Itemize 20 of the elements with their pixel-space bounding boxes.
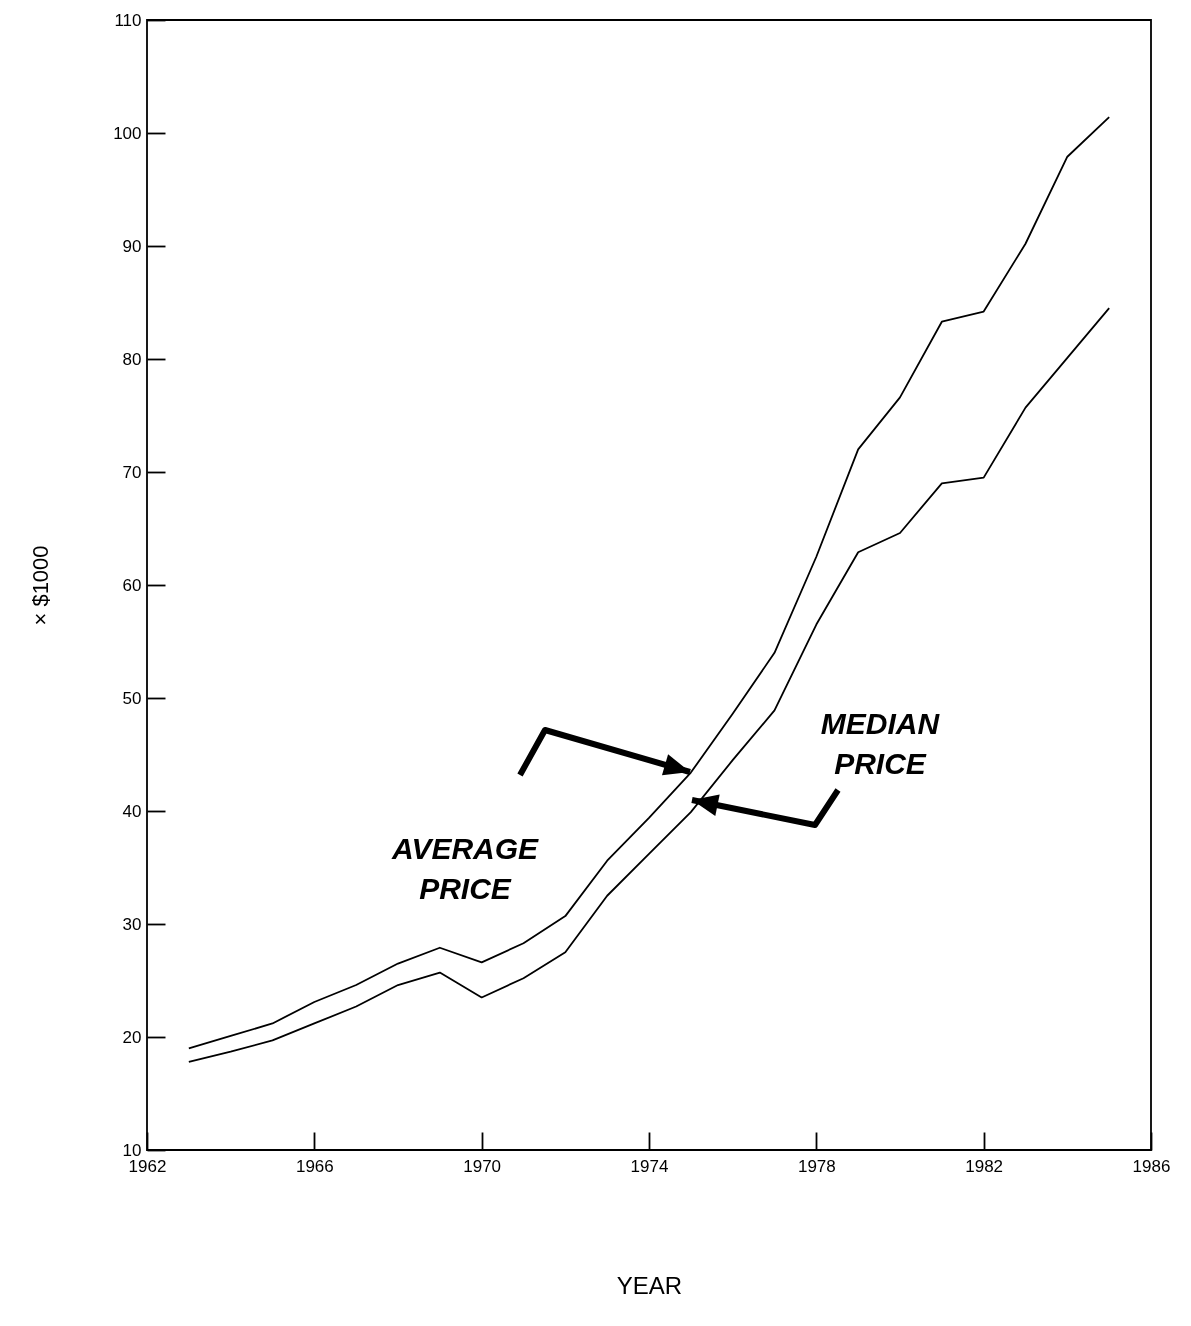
y-tick-label: 70 — [122, 462, 142, 482]
y-tick-label: 80 — [122, 349, 142, 369]
y-tick-label: 20 — [122, 1027, 142, 1047]
y-tick-label: 60 — [122, 575, 142, 595]
x-tick-label: 1986 — [1132, 1156, 1171, 1176]
y-tick-label: 110 — [114, 10, 142, 30]
x-tick-label: 1982 — [965, 1156, 1004, 1176]
y-tick-label: 100 — [113, 123, 142, 143]
y-tick-label: 90 — [122, 236, 142, 256]
y-tick-label: 40 — [122, 801, 142, 821]
x-tick-label: 1970 — [463, 1156, 502, 1176]
x-axis-title: YEAR — [616, 1271, 683, 1299]
y-tick-label: 30 — [122, 914, 142, 934]
x-tick-label: 1966 — [295, 1156, 334, 1176]
annotation: AVERAGE PRICE — [390, 832, 540, 905]
y-tick-label: 50 — [122, 688, 142, 708]
annotation: MEDIAN PRICE — [820, 707, 941, 780]
y-axis-title: × $1000 — [28, 545, 54, 626]
x-tick-label: 1974 — [630, 1156, 669, 1176]
x-tick-label: 1978 — [797, 1156, 836, 1176]
